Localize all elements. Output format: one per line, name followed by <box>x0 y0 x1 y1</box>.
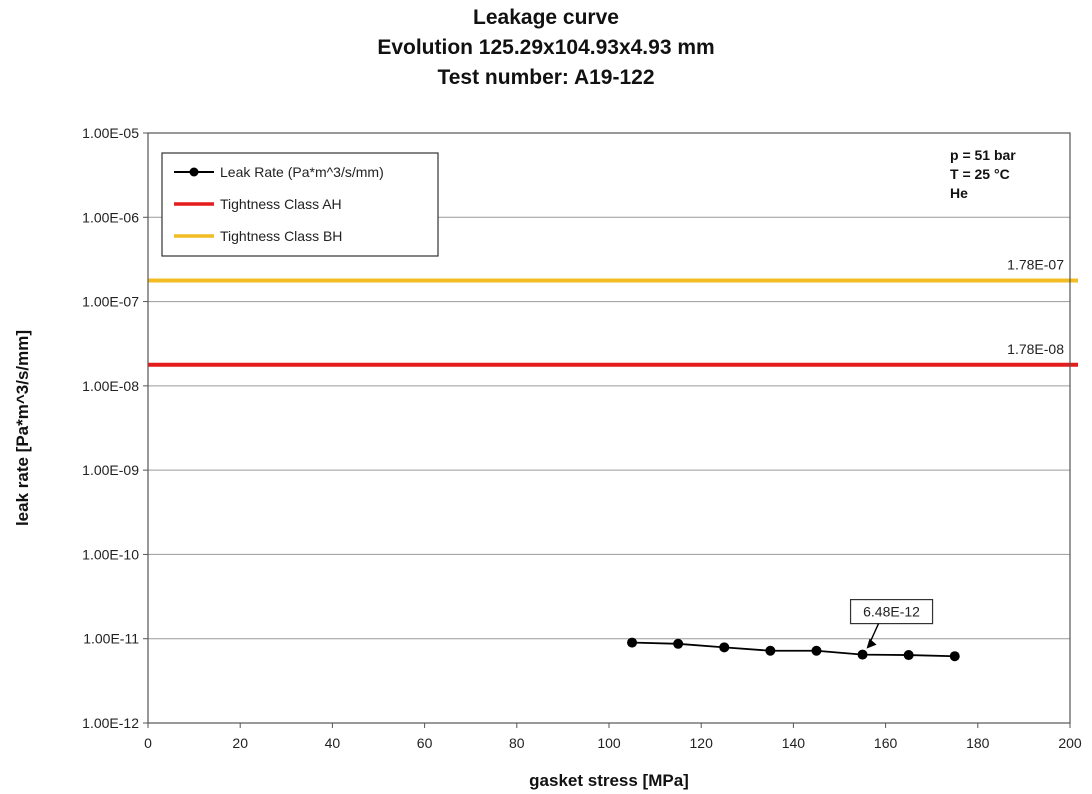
y-tick-label: 1.00E-07 <box>82 294 139 310</box>
data-point <box>903 650 914 661</box>
x-tick-label: 60 <box>417 735 433 751</box>
series-layer <box>627 637 960 662</box>
x-tick-label: 20 <box>232 735 248 751</box>
chart-title-line-2: Evolution 125.29x104.93x4.93 mm <box>377 36 715 59</box>
x-tick-label: 160 <box>874 735 898 751</box>
reference-line-value-label: 1.78E-07 <box>1007 256 1064 272</box>
x-tick-label: 0 <box>144 735 152 751</box>
annotation-layer: 6.48E-12 <box>849 598 934 649</box>
chart-title-line-3: Test number: A19-122 <box>437 66 655 89</box>
series-line <box>632 641 955 658</box>
data-point <box>949 651 960 662</box>
legend-marker <box>189 167 199 177</box>
test-condition-text: He <box>950 185 968 201</box>
y-tick-label: 1.00E-09 <box>82 462 139 478</box>
x-tick-label: 80 <box>509 735 525 751</box>
test-conditions: p = 51 bar T = 25 °C He <box>950 147 1016 201</box>
test-condition-text: p = 51 bar <box>950 147 1016 163</box>
x-axis-label: gasket stress [MPa] <box>529 771 689 790</box>
data-point <box>857 649 868 660</box>
annotation-arrow-head <box>866 638 877 649</box>
data-point <box>719 642 730 653</box>
tick-layer: 1.00E-12 1.00E-11 1.00E-10 1.00E-09 1.00E-08… <box>82 125 1082 751</box>
data-point <box>811 645 822 656</box>
reference-lines-layer: 1.78E-08 1.78E-07 <box>148 256 1078 367</box>
x-tick-label: 180 <box>966 735 990 751</box>
y-tick-label: 1.00E-05 <box>82 125 139 141</box>
annotation-box <box>849 598 934 625</box>
annotation-label: 6.48E-12 <box>863 604 920 620</box>
x-tick-label: 140 <box>782 735 806 751</box>
x-tick-label: 120 <box>690 735 714 751</box>
y-tick-label: 1.00E-12 <box>82 715 139 731</box>
data-point <box>765 645 776 656</box>
y-tick-label: 1.00E-08 <box>82 378 139 394</box>
legend: Leak Rate (Pa*m^3/s/mm) Tightness Class A… <box>161 152 439 257</box>
legend-entry-label: Tightness Class AH <box>220 196 342 212</box>
x-tick-label: 200 <box>1058 735 1082 751</box>
legend-entry-label: Leak Rate (Pa*m^3/s/mm) <box>220 164 384 180</box>
reference-line-value-label: 1.78E-08 <box>1007 341 1064 357</box>
x-tick-label: 40 <box>325 735 341 751</box>
legend-entry-label: Tightness Class BH <box>220 228 342 244</box>
y-tick-label: 1.00E-10 <box>82 546 139 562</box>
data-point <box>673 638 684 649</box>
data-point <box>627 637 638 648</box>
y-tick-label: 1.00E-06 <box>82 209 139 225</box>
y-axis-label: leak rate [Pa*m^3/s/mm] <box>13 330 32 526</box>
x-tick-label: 100 <box>597 735 621 751</box>
test-condition-text: T = 25 °C <box>950 166 1010 182</box>
chart-title-line-1: Leakage curve <box>473 6 619 29</box>
y-tick-label: 1.00E-11 <box>83 631 139 647</box>
